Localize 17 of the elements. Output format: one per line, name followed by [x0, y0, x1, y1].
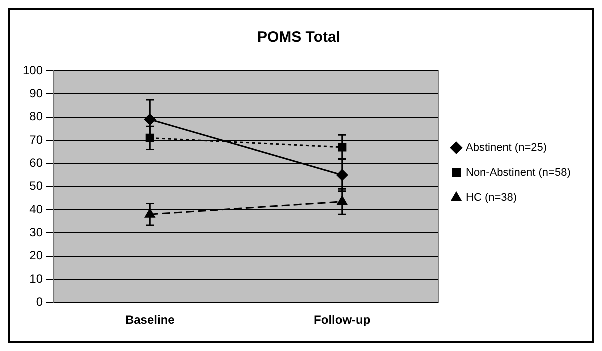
legend-label: Non-Abstinent (n=58)	[466, 167, 571, 180]
y-tick-label: 0	[36, 294, 44, 309]
legend-label: Abstinent (n=25)	[466, 142, 548, 154]
y-tick-label: 30	[30, 225, 44, 240]
legend-label: HC (n=38)	[466, 192, 518, 204]
y-tick-label: 70	[30, 132, 44, 147]
x-tick-label: Follow-up	[314, 313, 371, 328]
y-tick-label: 50	[30, 179, 44, 194]
chart-title: POMS Total	[257, 29, 341, 46]
y-tick-label: 80	[30, 110, 44, 124]
y-tick-label: 20	[30, 248, 44, 263]
y-tick-label: 40	[30, 202, 44, 216]
y-tick-label: 90	[30, 86, 44, 100]
y-tick-label: 60	[30, 156, 44, 170]
x-tick-label: Baseline	[125, 313, 176, 328]
y-tick-label: 10	[30, 272, 44, 286]
y-tick-label: 100	[22, 63, 44, 78]
